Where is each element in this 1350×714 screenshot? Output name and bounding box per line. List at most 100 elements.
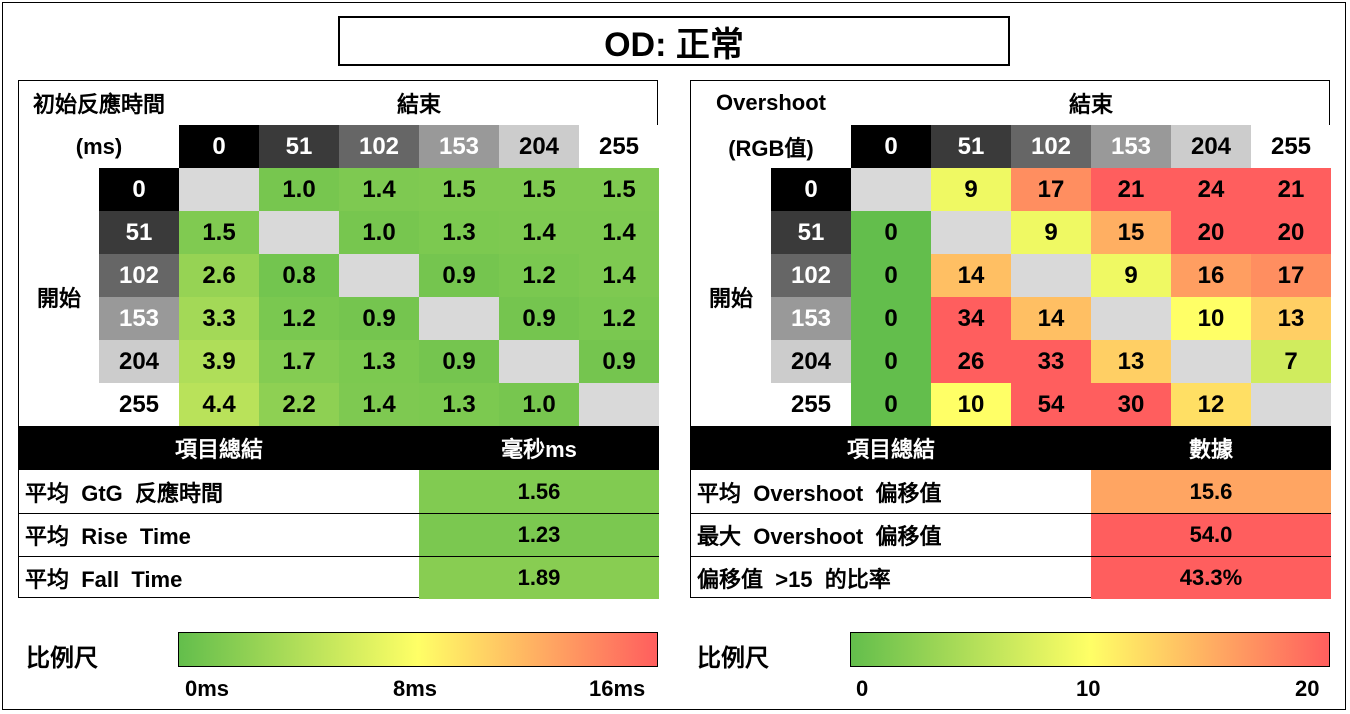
overshoot-cell: 17 (1011, 168, 1091, 211)
response-column-header-102: 102 (339, 125, 419, 168)
response-cell: 2.2 (259, 383, 339, 426)
response-cell-diagonal (179, 168, 259, 211)
overshoot-scale-tick-max: 20 (1295, 676, 1320, 701)
overshoot-summary-label: 最大 Overshoot 偏移值 (697, 523, 942, 549)
response-start-label: 開始 (36, 286, 81, 311)
overshoot-row-header-51: 51 (771, 211, 851, 254)
response-row-header-0: 0 (99, 168, 179, 211)
overshoot-start-label: 開始 (708, 286, 753, 311)
overshoot-panel: Overshoot (RGB值) 結束 0 51 102 153 204 255 開始 0 51 102… (690, 80, 1331, 599)
response-column-header-51: 51 (259, 125, 339, 168)
overshoot-cell: 9 (1011, 211, 1091, 254)
response-cell: 0.9 (579, 340, 659, 383)
overshoot-cell: 20 (1251, 211, 1331, 254)
response-cell: 1.4 (339, 168, 419, 211)
overshoot-cell: 10 (1171, 297, 1251, 340)
response-cell: 0.9 (499, 297, 579, 340)
overshoot-row-header-153: 153 (771, 297, 851, 340)
overshoot-cell: 13 (1091, 340, 1171, 383)
response-cell: 1.4 (499, 211, 579, 254)
overshoot-cell: 9 (931, 168, 1011, 211)
response-cell: 1.4 (339, 383, 419, 426)
response-cell: 2.6 (179, 254, 259, 297)
overshoot-row-header-204: 204 (771, 340, 851, 383)
response-cell: 0.9 (419, 254, 499, 297)
overshoot-column-header-153: 153 (1091, 125, 1171, 168)
response-cell: 1.7 (259, 340, 339, 383)
overshoot-row-header-255: 255 (771, 383, 851, 426)
overshoot-cell: 0 (851, 254, 931, 297)
overshoot-cell: 0 (851, 297, 931, 340)
overshoot-column-header-102: 102 (1011, 125, 1091, 168)
response-summary-value-header: 毫秒ms (501, 437, 577, 462)
response-corner-label-1: 初始反應時間 (32, 91, 165, 117)
overshoot-column-header-0: 0 (851, 125, 931, 168)
response-summary-header-bar (19, 426, 659, 470)
overshoot-cell: 10 (931, 383, 1011, 426)
response-cell: 1.3 (419, 211, 499, 254)
overshoot-cell: 21 (1091, 168, 1171, 211)
overshoot-row-header-0: 0 (771, 168, 851, 211)
response-row-header-102: 102 (99, 254, 179, 297)
overshoot-summary-divider (691, 556, 1331, 557)
overshoot-cell: 14 (1011, 297, 1091, 340)
overshoot-summary-divider (691, 513, 1331, 514)
response-column-header-0: 0 (179, 125, 259, 168)
overshoot-cell: 0 (851, 211, 931, 254)
response-cell-diagonal (339, 254, 419, 297)
overshoot-cell-diagonal (1251, 383, 1331, 426)
overshoot-cell-diagonal (931, 211, 1011, 254)
overshoot-summary-header-bar (691, 426, 1331, 470)
response-cell: 1.2 (499, 254, 579, 297)
response-row-header-204: 204 (99, 340, 179, 383)
overshoot-scale-label: 比例尺 (697, 645, 769, 672)
response-summary-divider (19, 556, 659, 557)
response-cell: 4.4 (179, 383, 259, 426)
overshoot-scale-tick-mid: 10 (1076, 676, 1101, 701)
response-cell: 1.5 (419, 168, 499, 211)
overshoot-cell: 0 (851, 383, 931, 426)
response-column-header-153: 153 (419, 125, 499, 168)
overshoot-summary-value: 15.6 (1091, 470, 1331, 513)
overshoot-cell: 20 (1171, 211, 1251, 254)
chart-title: OD: 正常 (338, 16, 1010, 66)
response-row-header-255: 255 (99, 383, 179, 426)
overshoot-cell-diagonal (1171, 340, 1251, 383)
overshoot-cell: 30 (1091, 383, 1171, 426)
overshoot-cell-diagonal (1091, 297, 1171, 340)
response-cell: 1.3 (339, 340, 419, 383)
overshoot-cell: 21 (1251, 168, 1331, 211)
response-summary-header: 項目總結 (174, 437, 263, 462)
response-cell-diagonal (419, 297, 499, 340)
response-cell: 1.3 (419, 383, 499, 426)
response-scale-tick-max: 16ms (589, 676, 646, 701)
response-cell: 1.5 (499, 168, 579, 211)
overshoot-cell: 7 (1251, 340, 1331, 383)
overshoot-cell: 54 (1011, 383, 1091, 426)
overshoot-cell: 34 (931, 297, 1011, 340)
overshoot-cell-diagonal (1011, 254, 1091, 297)
response-cell: 0.9 (419, 340, 499, 383)
overshoot-cell: 33 (1011, 340, 1091, 383)
response-corner-label-2: (ms) (75, 134, 123, 159)
overshoot-cell: 17 (1251, 254, 1331, 297)
overshoot-summary-value: 43.3% (1091, 556, 1331, 599)
response-summary-value: 1.89 (419, 556, 659, 599)
response-cell: 0.9 (339, 297, 419, 340)
overshoot-end-label: 結束 (1068, 92, 1113, 117)
response-cell: 1.2 (579, 297, 659, 340)
response-time-panel: 初始反應時間 (ms) 結束 0 51 102 153 204 255 開始 0 51 102 153 20… (18, 80, 659, 599)
overshoot-summary-value-header: 數據 (1188, 437, 1233, 462)
response-cell: 0.8 (259, 254, 339, 297)
overshoot-cell: 14 (931, 254, 1011, 297)
response-row-header-51: 51 (99, 211, 179, 254)
response-cell: 1.5 (179, 211, 259, 254)
overshoot-cell: 0 (851, 340, 931, 383)
overshoot-cell-diagonal (851, 168, 931, 211)
response-cell: 3.9 (179, 340, 259, 383)
response-cell: 1.5 (579, 168, 659, 211)
overshoot-scale-bar (850, 632, 1330, 667)
response-cell: 1.0 (259, 168, 339, 211)
overshoot-cell: 16 (1171, 254, 1251, 297)
